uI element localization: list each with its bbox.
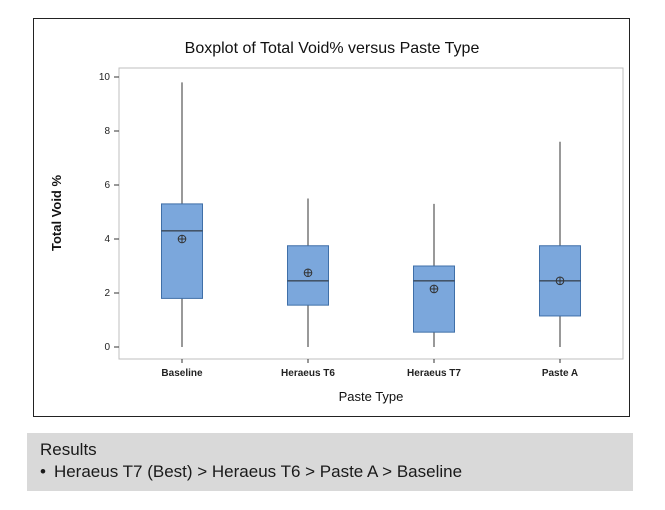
- y-tick-label: 0: [104, 342, 110, 353]
- plot-area: [118, 67, 624, 360]
- chart-title: Boxplot of Total Void% versus Paste Type: [185, 40, 480, 57]
- box: [161, 203, 203, 299]
- x-tick-label: Heraeus T6: [281, 368, 335, 379]
- x-axis-label: Paste Type: [339, 389, 404, 404]
- x-tick-label: Paste A: [542, 368, 578, 379]
- chart-frame: Boxplot of Total Void% versus Paste Type…: [33, 18, 630, 417]
- results-text: Heraeus T7 (Best) > Heraeus T6 > Paste A…: [53, 462, 463, 481]
- results-title: Results: [40, 440, 97, 459]
- y-axis-label: Total Void %: [49, 175, 64, 252]
- y-tick-label: 10: [99, 72, 111, 83]
- results-item: • Heraeus T7 (Best) > Heraeus T6 > Paste …: [40, 460, 633, 483]
- boxplot-chart: Boxplot of Total Void% versus Paste Type…: [49, 40, 624, 404]
- x-tick-label: Heraeus T7: [407, 368, 461, 379]
- box: [413, 265, 455, 333]
- y-tick-label: 2: [104, 288, 110, 299]
- y-tick-label: 6: [104, 180, 110, 191]
- y-tick-label: 4: [104, 234, 110, 245]
- results-panel: Results • Heraeus T7 (Best) > Heraeus T6 …: [27, 433, 633, 491]
- y-tick-label: 8: [104, 126, 110, 137]
- bullet-icon: •: [40, 462, 46, 481]
- x-tick-label: Baseline: [161, 368, 203, 379]
